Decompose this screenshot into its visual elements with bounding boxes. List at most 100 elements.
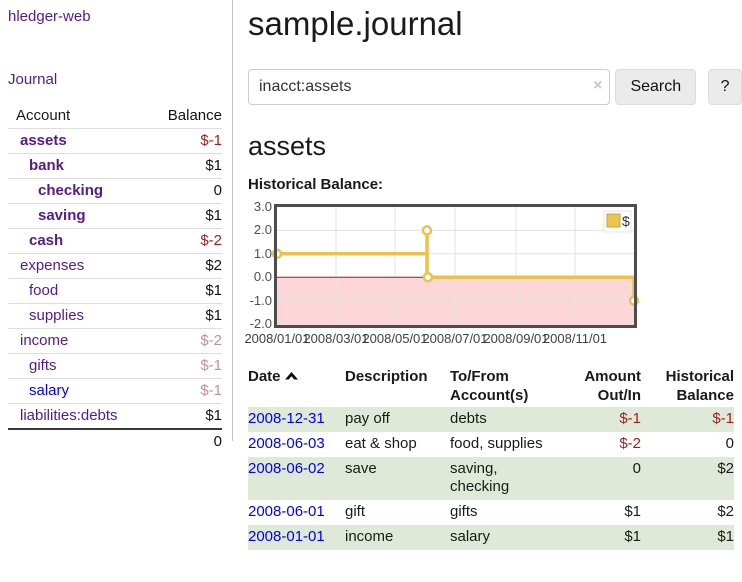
accounts-total-value: 0 xyxy=(138,428,222,454)
account-balance: $2 xyxy=(138,253,222,279)
accounts-table-header: Account Balance xyxy=(8,104,222,129)
account-balance: $-2 xyxy=(138,228,222,254)
transaction-amount: 0 xyxy=(632,460,641,477)
clear-search-icon[interactable]: × xyxy=(593,77,603,94)
balance-column-header: Balance xyxy=(138,104,222,129)
sidebar: hledger-web Journal Account Balance asse… xyxy=(0,0,233,454)
account-balance: 0 xyxy=(138,178,222,204)
account-link-checking[interactable]: checking xyxy=(38,182,104,199)
account-row-gifts: gifts $-1 xyxy=(8,353,222,379)
x-axis-tick: 2008/11/01 xyxy=(542,331,608,346)
description-column-header: Description xyxy=(345,368,428,385)
transaction-accounts: salary xyxy=(450,528,491,545)
transaction-description: eat & shop xyxy=(345,435,417,452)
account-link-bank[interactable]: bank xyxy=(29,157,65,174)
account-link-food[interactable]: food xyxy=(29,282,59,299)
search-form: × Search ? xyxy=(248,69,742,105)
legend-series-label: $ xyxy=(622,213,630,229)
y-axis-tick: 0.0 xyxy=(253,269,272,284)
account-column-header: Account xyxy=(8,104,138,129)
account-heading: assets xyxy=(248,131,327,161)
sort-ascending-icon xyxy=(284,372,298,380)
account-row-checking: checking 0 xyxy=(8,178,222,204)
transaction-date-link[interactable]: 2008-12-31 xyxy=(248,410,325,427)
transaction-date-link[interactable]: 2008-06-01 xyxy=(248,503,325,520)
x-axis-tick: 2008/07/01 xyxy=(422,331,488,346)
account-link-saving[interactable]: saving xyxy=(38,207,86,224)
account-balance: $-1 xyxy=(138,353,222,379)
transaction-accounts: food, supplies xyxy=(450,435,543,452)
account-row-cash: cash $-2 xyxy=(8,228,222,254)
date-column-header[interactable]: Date xyxy=(248,366,345,407)
transaction-row: 2008-12-31 pay off debts $-1 $-1 xyxy=(248,407,734,432)
transaction-balance: 0 xyxy=(725,435,734,452)
amount-column-header: Amount Out/In xyxy=(584,368,641,404)
account-balance: $1 xyxy=(138,278,222,304)
transaction-accounts: debts xyxy=(450,410,487,427)
account-row-income: income $-2 xyxy=(8,328,222,354)
transaction-description: save xyxy=(345,460,377,477)
transaction-balance: $1 xyxy=(717,528,734,545)
transaction-row: 2008-01-01 income salary $1 $1 xyxy=(248,525,734,550)
x-axis-tick: 2008/01/01 xyxy=(244,331,310,346)
transaction-amount: $-1 xyxy=(619,410,641,427)
y-axis-tick: -2.0 xyxy=(249,316,272,331)
account-row-bank: bank $1 xyxy=(8,153,222,179)
account-row-salary: salary $-1 xyxy=(8,378,222,404)
transaction-date-link[interactable]: 2008-01-01 xyxy=(248,528,325,545)
register-table: Date Description To/From Account(s) Amou… xyxy=(248,366,734,550)
account-link-cash[interactable]: cash xyxy=(29,232,64,249)
transaction-amount: $1 xyxy=(624,528,641,545)
x-axis-tick: 2008/09/01 xyxy=(483,331,549,346)
account-row-saving: saving $1 xyxy=(8,203,222,229)
chart-plot-area: $ xyxy=(271,204,640,328)
transaction-row: 2008-06-02 save saving, checking 0 $2 xyxy=(248,457,734,500)
transaction-description: income xyxy=(345,528,394,545)
transaction-amount: $-2 xyxy=(619,435,641,452)
register-table-header: Date Description To/From Account(s) Amou… xyxy=(248,366,734,407)
accounts-column-header: To/From Account(s) xyxy=(450,368,529,404)
transaction-date-link[interactable]: 2008-06-03 xyxy=(248,435,325,452)
transaction-balance: $2 xyxy=(717,503,734,520)
y-axis-tick: 3.0 xyxy=(253,199,272,214)
balance-column-header: Historical Balance xyxy=(665,368,734,404)
account-balance: $1 xyxy=(138,303,222,329)
account-link-income[interactable]: income xyxy=(20,332,69,349)
account-row-liabilities-debts: liabilities:debts $1 xyxy=(8,403,222,430)
transaction-row: 2008-06-01 gift gifts $1 $2 xyxy=(248,500,734,525)
x-axis-tick: 2008/05/01 xyxy=(362,331,428,346)
transaction-balance: $2 xyxy=(717,460,734,477)
y-axis-tick: 1.0 xyxy=(253,246,272,261)
sidebar-item-journal[interactable]: Journal xyxy=(8,71,58,88)
search-help-button[interactable]: ? xyxy=(708,69,742,105)
account-link-salary[interactable]: salary xyxy=(29,382,70,399)
account-balance: $-1 xyxy=(138,378,222,404)
account-row-supplies: supplies $1 xyxy=(8,303,222,329)
account-row-assets: assets $-1 xyxy=(8,128,222,154)
y-axis-tick: 2.0 xyxy=(253,222,272,237)
account-link-assets[interactable]: assets xyxy=(20,132,67,149)
accounts-table: Account Balance assets $-1 bank $1 check… xyxy=(8,104,222,454)
account-link-supplies[interactable]: supplies xyxy=(29,307,85,324)
search-input[interactable] xyxy=(248,69,611,105)
transaction-accounts: saving, checking xyxy=(450,460,510,495)
app-brand-link[interactable]: hledger-web xyxy=(8,8,91,25)
historical-balance-chart: 3.0 2.0 1.0 0.0 -1.0 -2.0 xyxy=(244,199,742,350)
account-balance: $1 xyxy=(138,403,222,430)
account-row-food: food $1 xyxy=(8,278,222,304)
accounts-total-row: 0 xyxy=(8,428,222,454)
account-link-liabilities-debts[interactable]: liabilities:debts xyxy=(20,407,118,424)
page-title: sample.journal xyxy=(248,5,463,42)
account-link-gifts[interactable]: gifts xyxy=(29,357,57,374)
x-axis-tick: 2008/03/01 xyxy=(303,331,369,346)
chart-title: Historical Balance: xyxy=(248,176,384,193)
search-button[interactable]: Search xyxy=(615,69,697,105)
transaction-accounts: gifts xyxy=(450,503,478,520)
transaction-date-link[interactable]: 2008-06-02 xyxy=(248,460,325,477)
account-balance: $-2 xyxy=(138,328,222,354)
transaction-description: pay off xyxy=(345,410,390,427)
legend-swatch-icon xyxy=(606,213,621,228)
account-link-expenses[interactable]: expenses xyxy=(20,257,85,274)
chart-legend: $ xyxy=(603,210,632,233)
account-balance: $1 xyxy=(138,153,222,179)
